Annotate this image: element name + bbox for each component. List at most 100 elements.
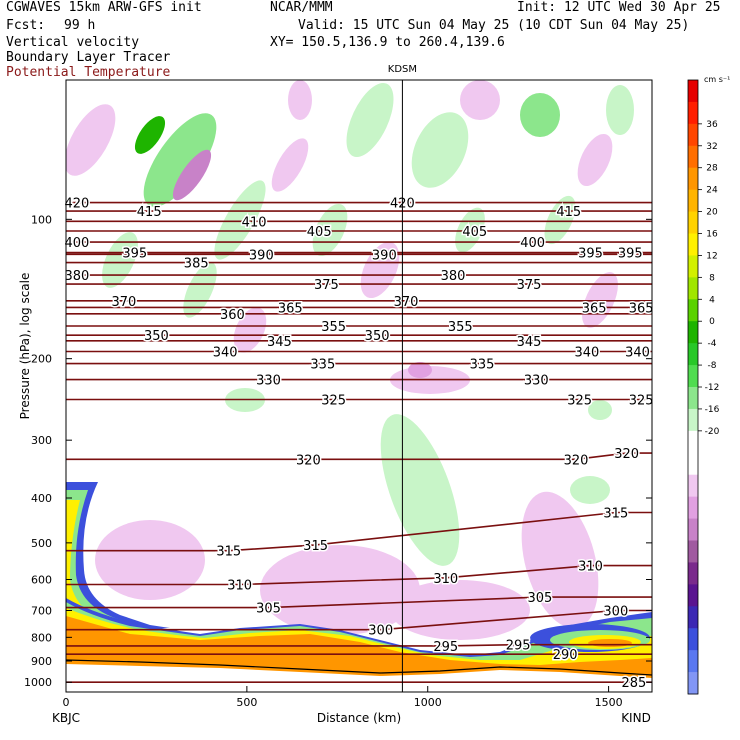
station-marker-label: KDSM xyxy=(388,64,417,75)
theta-label-285-0: 285 xyxy=(621,676,646,691)
colorbar-tick-label-36: 36 xyxy=(706,120,718,130)
theta-label-365-1: 365 xyxy=(582,301,607,316)
x-tick-label-1500: 1500 xyxy=(595,696,623,709)
valid-time: Valid: 15 UTC Sun 04 May 25 (10 CDT Sun … xyxy=(298,18,690,33)
colorbar-swatch xyxy=(688,606,698,629)
colorbar-swatch xyxy=(688,518,698,541)
theta-contour-310 xyxy=(66,564,652,586)
theta-label-375-1: 375 xyxy=(517,278,542,293)
theta-label-390-1: 390 xyxy=(372,248,397,263)
colorbar-swatch xyxy=(688,167,698,191)
colorbar-tick-label-8: 8 xyxy=(709,273,715,283)
colorbar-swatch xyxy=(688,123,698,147)
x-axis-title: Distance (km) xyxy=(317,711,401,725)
theta-label-335-0: 335 xyxy=(310,358,335,373)
forecast-hour: 99 h xyxy=(64,18,96,33)
theta-label-415-0: 415 xyxy=(137,205,162,220)
theta-label-360-0: 360 xyxy=(220,308,245,323)
theta-contour-300 xyxy=(66,609,652,631)
theta-label-305-0: 305 xyxy=(256,602,281,617)
theta-label-290-0: 290 xyxy=(553,648,578,663)
theta-label-365-2: 365 xyxy=(629,301,654,316)
colorbar-tick-label-4: 4 xyxy=(709,295,715,305)
colorbar-swatch xyxy=(688,562,698,585)
colorbar-swatch xyxy=(688,628,698,651)
colorbar-tick-label-24: 24 xyxy=(706,186,718,196)
theta-label-395-1: 395 xyxy=(578,247,603,262)
theta-label-400-1: 400 xyxy=(520,236,545,251)
theta-label-310-2: 310 xyxy=(578,560,603,575)
vertical-velocity-fill xyxy=(66,80,634,640)
organization-label: NCAR/MMM xyxy=(270,0,333,15)
theta-label-340-2: 340 xyxy=(625,346,650,361)
colorbar-tick-label-0: 0 xyxy=(709,317,715,327)
colorbar-swatch xyxy=(688,145,698,169)
theta-label-350-0: 350 xyxy=(144,329,169,344)
y-axis-title: Pressure (hPa), log scale xyxy=(18,273,32,420)
theta-label-410-0: 410 xyxy=(242,215,267,230)
x-tick-label-0: 0 xyxy=(63,696,70,709)
colorbar-swatch xyxy=(688,387,698,410)
theta-label-385-0: 385 xyxy=(184,257,209,272)
theta-label-380-0: 380 xyxy=(64,269,89,284)
theta-label-295-1: 295 xyxy=(506,639,531,654)
colorbar-swatch xyxy=(688,452,698,476)
theta-label-395-0: 395 xyxy=(122,247,147,262)
theta-label-355-0: 355 xyxy=(321,320,346,335)
theta-label-335-1: 335 xyxy=(470,358,495,373)
x-right-endpoint-label: KIND xyxy=(621,711,651,725)
theta-label-365-0: 365 xyxy=(278,301,303,316)
y-tick-label-600: 600 xyxy=(31,574,52,587)
theta-label-310-0: 310 xyxy=(227,578,252,593)
theta-label-320-1: 320 xyxy=(564,453,589,468)
forecast-label: Fcst: xyxy=(6,18,46,33)
theta-label-405-1: 405 xyxy=(462,225,487,240)
theta-label-300-1: 300 xyxy=(603,604,628,619)
theta-label-390-0: 390 xyxy=(249,248,274,263)
theta-label-325-1: 325 xyxy=(567,393,592,408)
colorbar-swatch xyxy=(688,189,698,213)
theta-label-345-1: 345 xyxy=(517,335,542,350)
colorbar-swatch xyxy=(688,343,698,366)
colorbar-tick-label--16: -16 xyxy=(705,405,720,415)
x-tick-label-500: 500 xyxy=(236,696,257,709)
theta-label-315-0: 315 xyxy=(216,545,241,560)
theta-label-345-0: 345 xyxy=(267,335,292,350)
theta-label-350-1: 350 xyxy=(365,329,390,344)
theta-label-415-1: 415 xyxy=(556,205,581,220)
theta-label-395-2: 395 xyxy=(618,247,643,262)
colorbar-swatch xyxy=(688,277,698,300)
theta-label-315-2: 315 xyxy=(603,507,628,522)
y-tick-label-500: 500 xyxy=(31,537,52,550)
colorbar-swatch xyxy=(688,408,698,432)
colorbar-tick-label--12: -12 xyxy=(705,383,720,393)
theta-label-420-0: 420 xyxy=(64,197,89,212)
theta-label-405-0: 405 xyxy=(307,225,332,240)
theta-label-310-1: 310 xyxy=(433,572,458,587)
colorbar-tick-label-32: 32 xyxy=(706,142,717,152)
colorbar-tick-label-20: 20 xyxy=(706,208,718,218)
colorbar-swatch xyxy=(688,496,698,520)
y-tick-label-100: 100 xyxy=(31,213,52,226)
theta-label-340-0: 340 xyxy=(213,346,238,361)
colorbar-swatch xyxy=(688,299,698,322)
field-potential-temperature: Potential Temperature xyxy=(6,65,171,80)
colorbar-swatch xyxy=(688,233,698,256)
colorbar-tick-label-16: 16 xyxy=(706,230,718,240)
colorbar-swatch xyxy=(688,211,698,234)
colorbar-swatch xyxy=(688,365,698,388)
theta-contour-320 xyxy=(66,452,652,461)
colorbar-unit: cm s⁻¹ xyxy=(704,75,730,84)
y-tick-label-700: 700 xyxy=(31,604,52,617)
theta-label-325-0: 325 xyxy=(321,393,346,408)
theta-label-400-0: 400 xyxy=(64,236,89,251)
colorbar-swatch xyxy=(688,80,698,103)
y-tick-label-1000: 1000 xyxy=(24,676,52,689)
colorbar-swatch xyxy=(688,101,698,125)
x-tick-label-1000: 1000 xyxy=(414,696,442,709)
theta-label-325-2: 325 xyxy=(629,393,654,408)
y-tick-label-800: 800 xyxy=(31,631,52,644)
plot-frame xyxy=(65,79,653,693)
theta-label-320-0: 320 xyxy=(296,453,321,468)
